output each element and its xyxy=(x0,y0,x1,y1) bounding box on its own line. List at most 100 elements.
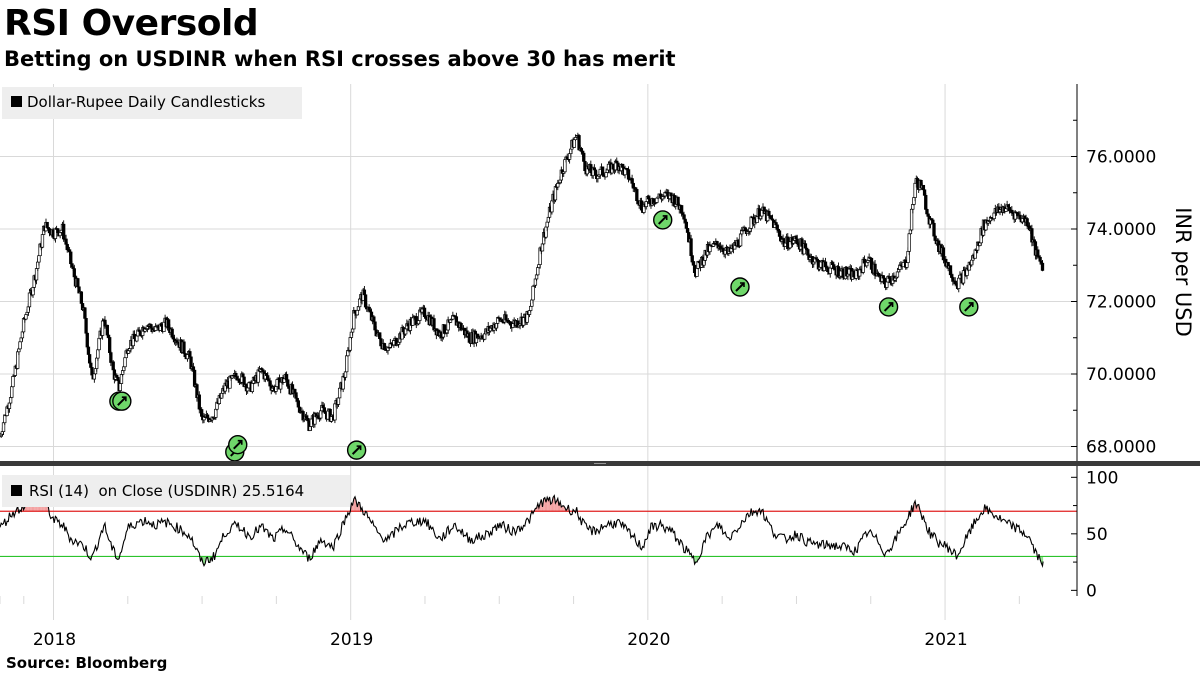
candle-body xyxy=(604,172,608,178)
source-note: Source: Bloomberg xyxy=(6,654,168,672)
rsi-y-tick-label: 100 xyxy=(1086,468,1118,488)
price-legend-label: Dollar-Rupee Daily Candlesticks xyxy=(27,93,265,111)
price-candlesticks xyxy=(0,132,1045,438)
buy-signal-arrowhead xyxy=(968,302,974,307)
x-axis-label: 2021 xyxy=(924,630,967,650)
candle-body xyxy=(10,386,14,398)
candle-body xyxy=(582,152,586,162)
buy-signal-icon xyxy=(228,434,248,455)
candle-body xyxy=(8,397,13,404)
candle-body xyxy=(45,221,49,228)
candle-body xyxy=(695,267,699,277)
candle-body xyxy=(572,139,576,148)
candle-body xyxy=(924,194,928,210)
price-y-tick-label: 68.0000 xyxy=(1086,438,1156,458)
rsi-legend-swatch xyxy=(11,485,22,496)
candle-body xyxy=(118,383,122,391)
rsi-legend: RSI (14) on Close (USDINR) 25.5164 xyxy=(2,475,350,507)
buy-signal-icon xyxy=(653,210,673,230)
candle-body xyxy=(336,397,341,405)
price-legend: Dollar-Rupee Daily Candlesticks xyxy=(2,87,302,119)
candle-body xyxy=(635,189,639,202)
buy-signal-arrow xyxy=(658,215,668,225)
candle-body xyxy=(536,267,540,276)
candle-body xyxy=(350,328,355,333)
candle-body xyxy=(715,241,719,246)
rsi-legend-label: RSI (14) on Close (USDINR) 25.5164 xyxy=(29,482,304,500)
candle-body xyxy=(345,355,349,373)
candle-body xyxy=(86,346,91,355)
candle-body xyxy=(250,382,255,392)
rsi-y-tick-label: 0 xyxy=(1086,581,1097,601)
x-axis-label: 2020 xyxy=(627,630,670,650)
candle-body xyxy=(621,163,625,168)
candle-body xyxy=(1038,256,1042,262)
candle-body xyxy=(933,235,937,241)
rsi-series-line xyxy=(0,494,1044,568)
price-y-axis-title: INR per USD xyxy=(1171,207,1195,337)
rsi-overbought-fill xyxy=(917,504,919,512)
buy-signal-arrowhead xyxy=(739,282,745,287)
rsi-y-ticks: 0 50 100 xyxy=(1071,468,1118,601)
price-y-ticks: 68.0000 70.0000 72.0000 74.0000 76.0000 xyxy=(1071,119,1156,458)
buy-signal-arrow xyxy=(883,302,894,312)
chart-subtitle: Betting on USDINR when RSI crosses above… xyxy=(4,47,676,71)
chart-title: RSI Oversold xyxy=(4,3,259,44)
x-axis-label: 2019 xyxy=(330,630,373,650)
price-legend-swatch xyxy=(11,96,22,107)
buy-signal-arrow xyxy=(233,439,243,450)
candle-body xyxy=(343,371,348,378)
rsi-overbought-fill xyxy=(553,495,555,512)
rsi-overbought-fill xyxy=(358,502,360,512)
candle-body xyxy=(932,222,936,237)
buy-signal-arrowhead xyxy=(237,439,243,445)
price-y-tick-label: 70.0000 xyxy=(1086,365,1156,385)
candle-body xyxy=(56,228,60,234)
candle-body xyxy=(18,341,22,350)
x-axis-label: 2018 xyxy=(33,630,76,650)
price-gridlines xyxy=(0,156,1077,447)
price-legend-background xyxy=(2,87,302,119)
candle-body xyxy=(885,281,889,288)
rsi-overbought-fill xyxy=(555,501,557,512)
buy-signal-arrow xyxy=(351,445,362,455)
rsi-overbought-fill xyxy=(556,498,558,512)
rsi-legend-background xyxy=(2,475,350,507)
candle-body xyxy=(135,335,139,342)
rsi-y-tick-label: 50 xyxy=(1086,525,1108,545)
price-y-tick-label: 76.0000 xyxy=(1086,148,1156,168)
candle-body xyxy=(11,376,15,388)
rsi-oversold-fill xyxy=(208,556,210,563)
buy-signal-icon xyxy=(112,391,132,411)
candle-body xyxy=(432,318,436,331)
buy-signal-arrow xyxy=(964,302,974,312)
buy-signal-icon xyxy=(730,277,750,297)
candle-body xyxy=(89,362,93,368)
candle-body xyxy=(573,136,578,141)
rsi-overbought-fill xyxy=(562,505,564,512)
buy-signal-icon xyxy=(959,297,979,317)
candle-body xyxy=(182,341,186,354)
candle-body xyxy=(84,318,88,334)
x-axis-labels: 2018 2019 2020 2021 xyxy=(33,630,968,650)
candle-body xyxy=(529,305,533,311)
price-y-tick-label: 74.0000 xyxy=(1086,220,1156,240)
buy-signal-arrow xyxy=(735,282,745,292)
candle-body xyxy=(348,337,352,351)
rsi-overbought-fill xyxy=(540,499,542,512)
candle-body xyxy=(123,357,127,368)
candle-body xyxy=(40,234,45,248)
rsi-overbought-fill xyxy=(543,497,545,512)
candle-body xyxy=(293,388,297,394)
buy-signal-arrowhead xyxy=(356,445,362,451)
candle-body xyxy=(355,309,359,316)
candle-body xyxy=(24,314,28,320)
candle-body xyxy=(116,377,120,382)
buy-signal-icon xyxy=(346,440,367,460)
candle-body xyxy=(679,205,684,214)
candle-body xyxy=(85,332,89,348)
buy-signal-markers xyxy=(109,210,979,462)
candle-body xyxy=(37,255,41,263)
candle-body xyxy=(531,285,535,301)
